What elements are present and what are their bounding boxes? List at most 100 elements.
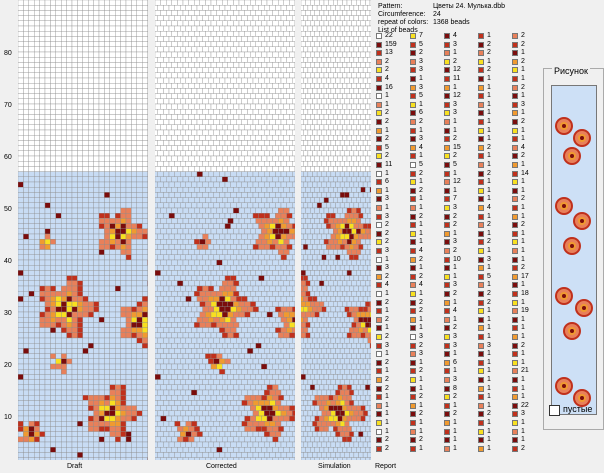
bead — [177, 135, 184, 141]
bead — [155, 270, 161, 276]
simulation-grid[interactable] — [301, 0, 371, 460]
bead — [34, 332, 40, 339]
bead — [266, 166, 273, 172]
bead — [44, 343, 51, 349]
bead — [365, 93, 371, 99]
bead — [44, 223, 51, 229]
bead — [71, 244, 78, 250]
bead — [82, 20, 89, 27]
bead — [171, 249, 178, 255]
bead — [241, 358, 248, 365]
bead — [224, 109, 231, 115]
bead — [168, 98, 175, 105]
bead — [199, 114, 206, 120]
bead — [241, 25, 248, 32]
bead — [199, 51, 206, 58]
bead — [77, 296, 83, 302]
bead — [142, 119, 148, 125]
bead — [233, 135, 240, 141]
bead — [98, 155, 105, 162]
bead — [266, 155, 273, 162]
bead — [174, 192, 181, 198]
bead — [180, 223, 186, 229]
bead — [177, 259, 184, 266]
bead — [188, 207, 195, 214]
grid-corrected-beads[interactable] — [155, 0, 295, 460]
bead — [326, 57, 332, 63]
corrected-grid[interactable] — [155, 0, 295, 460]
bead — [171, 93, 178, 99]
bead — [310, 72, 315, 79]
bead — [125, 431, 132, 437]
bead — [346, 103, 352, 110]
bead — [261, 31, 268, 37]
bead — [18, 197, 24, 203]
bead — [264, 285, 270, 292]
bead — [50, 150, 56, 157]
bead — [44, 41, 51, 47]
bead — [222, 384, 228, 391]
bead — [177, 301, 184, 307]
bead — [55, 171, 62, 177]
bead — [191, 296, 198, 302]
bead — [98, 431, 105, 437]
bead — [125, 239, 132, 245]
bead — [157, 369, 164, 375]
bead — [131, 187, 137, 193]
bead — [98, 140, 105, 146]
bead — [275, 67, 282, 73]
grid-draft-beads[interactable] — [18, 0, 148, 460]
bead — [266, 93, 273, 99]
bead — [28, 57, 35, 63]
bead — [199, 405, 206, 411]
bead — [39, 343, 46, 349]
bead — [219, 421, 226, 427]
bead — [125, 415, 132, 422]
bead — [312, 15, 318, 21]
bead — [213, 452, 220, 458]
bead — [125, 348, 132, 354]
bead — [160, 353, 167, 359]
grid-simulation-beads[interactable] — [301, 0, 371, 460]
bead — [44, 98, 51, 105]
bead — [180, 15, 186, 21]
bead — [216, 197, 223, 203]
bead — [319, 72, 325, 79]
bead — [120, 15, 127, 21]
bead — [142, 98, 148, 105]
bead — [227, 280, 234, 287]
bead — [307, 88, 313, 94]
bead — [55, 176, 62, 183]
bead — [174, 171, 181, 177]
bead — [157, 119, 164, 125]
draft-grid[interactable] — [18, 0, 148, 460]
bead — [34, 348, 40, 354]
bead — [66, 135, 73, 141]
bead — [191, 348, 198, 354]
bead — [71, 124, 78, 131]
bead — [351, 41, 357, 47]
bead — [157, 36, 164, 42]
bead — [177, 114, 184, 120]
bead — [115, 306, 121, 313]
bead — [264, 57, 270, 63]
bead — [351, 0, 357, 6]
bead — [344, 25, 350, 32]
bead — [120, 176, 127, 183]
bead — [292, 389, 295, 396]
bead — [163, 171, 170, 177]
bead — [18, 369, 24, 375]
bead — [28, 207, 35, 214]
bead — [188, 239, 195, 245]
bead — [227, 322, 234, 328]
bead — [244, 353, 251, 359]
bead — [335, 5, 341, 11]
bead — [255, 228, 262, 235]
bead — [93, 51, 100, 58]
bead — [66, 228, 73, 235]
bead — [120, 254, 127, 261]
bead — [131, 400, 137, 406]
bead — [301, 51, 306, 58]
bead — [39, 31, 46, 37]
bead — [93, 265, 100, 271]
